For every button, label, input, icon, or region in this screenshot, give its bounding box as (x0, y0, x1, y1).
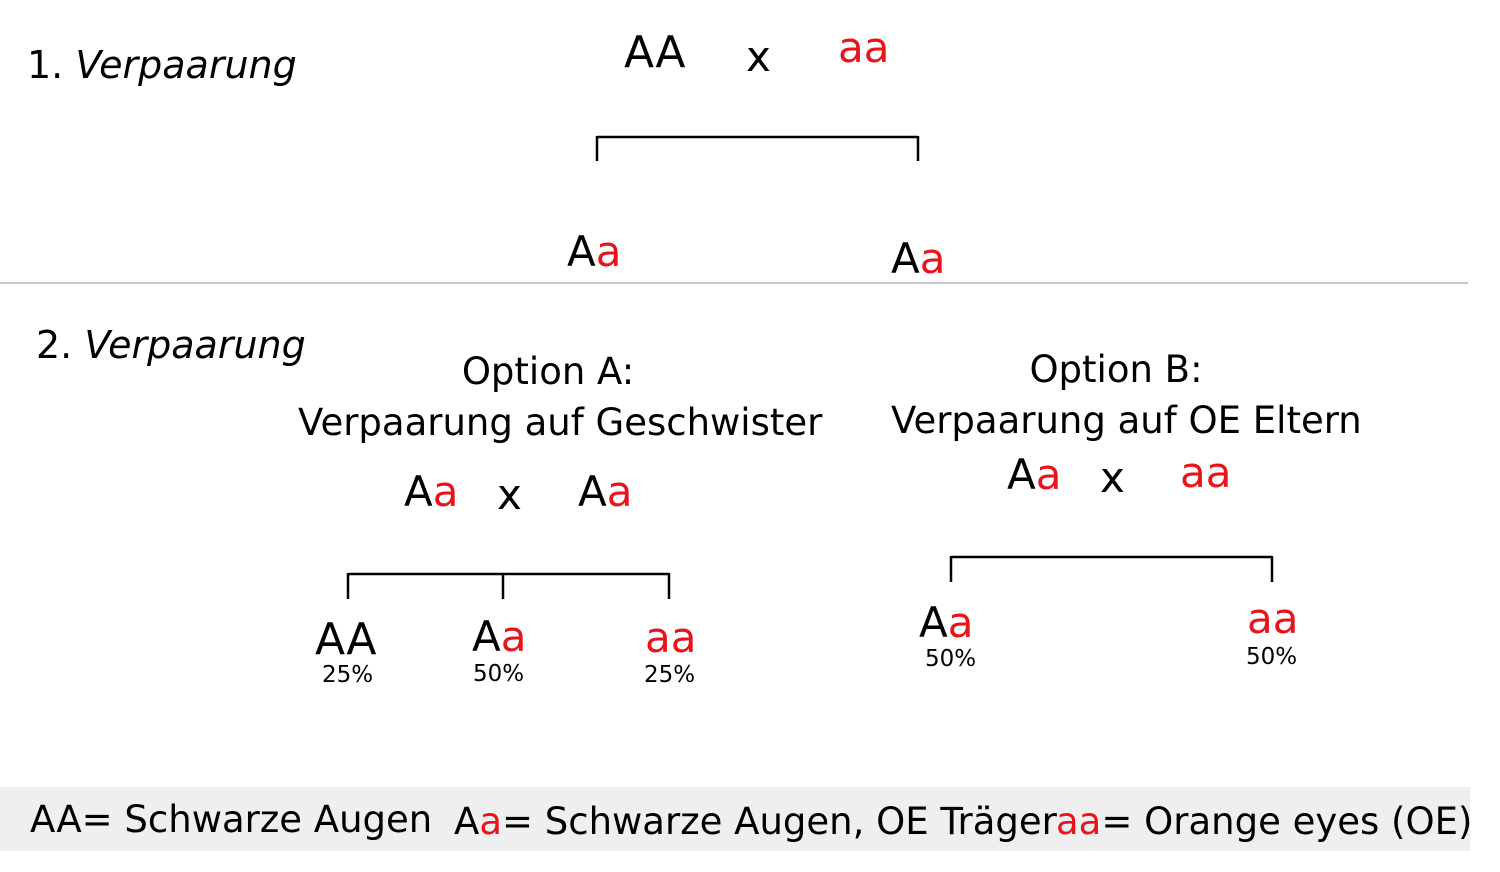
genotype-recessive-allele: a (947, 598, 974, 647)
genotype-dominant-allele: A (919, 598, 948, 647)
cross1-offspring-2: Aa (891, 238, 945, 280)
option-a-parent-left: Aa (404, 471, 458, 513)
genotype-dominant-allele: A (404, 467, 433, 516)
option-a-subtitle: Verpaarung auf Geschwister (298, 401, 823, 444)
cross1-parent-right: aa (838, 23, 890, 72)
cross1-parent-left: AA (624, 27, 686, 78)
option-a-offspring-3: aa (645, 617, 696, 659)
genotype-recessive-allele: a (432, 467, 459, 516)
cross2-heading-word: Verpaarung (84, 323, 306, 367)
option-a-offspring-3-percent: 25% (644, 662, 696, 688)
genotype-recessive-allele: a (919, 234, 946, 283)
legend-genotype: aa (1056, 800, 1102, 843)
genotype-recessive-allele: a (1035, 450, 1062, 499)
option-b-parent-right: aa (1180, 448, 1232, 497)
option-b-subtitle: Verpaarung auf OE Eltern (891, 399, 1362, 442)
cross1-heading: 1. Verpaarung (27, 46, 297, 84)
legend-description: = Schwarze Augen (81, 798, 433, 841)
genotype-dominant-allele: A (578, 467, 607, 516)
cross1-bracket (595, 135, 920, 161)
cross1-heading-number: 1. (27, 43, 64, 87)
cross1-heading-word: Verpaarung (75, 43, 297, 87)
genotype-recessive-allele: aa (645, 613, 697, 662)
cross2-heading: 2. Verpaarung (36, 326, 306, 364)
genotype-recessive-allele: a (595, 227, 622, 276)
option-a-offspring-1: AA (315, 618, 376, 662)
genotype-dominant-allele: A (567, 227, 596, 276)
legend-item-heterozygous: Aa= Schwarze Augen, OE Träger (454, 803, 1057, 840)
genotype-recessive-allele: aa (1247, 594, 1299, 643)
option-b-offspring-1: Aa (919, 602, 973, 644)
cross1-cross-symbol: x (746, 32, 771, 81)
legend-item-homozygous-dominant: AA= Schwarze Augen (30, 801, 432, 838)
genotype-recessive-allele: a (500, 612, 527, 661)
legend-genotype: AA (30, 798, 82, 841)
option-a-title: Option A: (461, 350, 635, 393)
genotype-dominant-allele: AA (315, 614, 377, 665)
genotype-dominant-allele: A (891, 234, 920, 283)
legend-item-homozygous-recessive: aa= Orange eyes (OE) (1056, 803, 1472, 840)
option-a-offspring-2: Aa (472, 616, 526, 658)
option-b-offspring-1-percent: 50% (925, 646, 977, 672)
legend-genotype-recessive: a (479, 800, 502, 843)
legend-description: = Orange eyes (OE) (1101, 800, 1473, 843)
genotype-dominant-allele: A (1007, 450, 1036, 499)
option-a-parent-right: Aa (578, 471, 632, 513)
cross1-offspring-1: Aa (567, 231, 621, 273)
option-b-title: Option B: (1029, 348, 1203, 391)
option-a-offspring-1-percent: 25% (322, 662, 374, 688)
genotype-recessive-allele: a (606, 467, 633, 516)
option-a-bracket (346, 572, 671, 599)
option-a-cross-symbol: x (497, 470, 522, 519)
option-b-offspring-2-percent: 50% (1246, 644, 1298, 670)
legend-description: = Schwarze Augen, OE Träger (502, 800, 1057, 843)
option-b-cross-symbol: x (1100, 453, 1125, 502)
option-a-offspring-2-percent: 50% (473, 661, 525, 687)
option-b-bracket (949, 555, 1274, 582)
cross2-heading-number: 2. (36, 323, 73, 367)
option-b-parent-left: Aa (1007, 454, 1061, 496)
option-b-offspring-2: aa (1247, 598, 1298, 640)
legend-genotype-dominant: A (454, 800, 480, 843)
genotype-dominant-allele: A (472, 612, 501, 661)
legend-bar (0, 787, 1470, 851)
